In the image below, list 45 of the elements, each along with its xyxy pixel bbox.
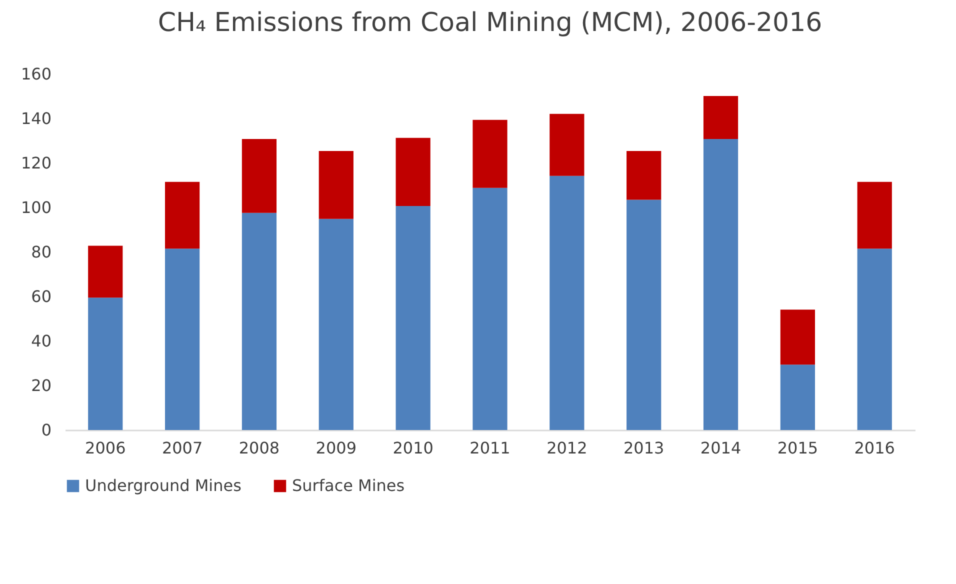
bar [703, 96, 738, 139]
legend-label: Surface Mines [292, 476, 405, 495]
y-tick-label: 100 [20, 198, 52, 217]
x-tick-label: 2012 [546, 438, 588, 458]
y-tick-label: 140 [20, 109, 52, 128]
bar [396, 138, 430, 206]
x-tick-label: 2008 [238, 438, 280, 458]
bar [550, 114, 584, 176]
bar [318, 150, 354, 219]
bar [703, 138, 738, 430]
x-tick-label: 2014 [700, 438, 742, 458]
y-tick-label: 0 [41, 420, 52, 440]
bar [242, 138, 277, 213]
bar [626, 200, 662, 430]
bar [318, 218, 354, 430]
y-tick-label: 40 [31, 332, 52, 350]
bar [165, 182, 200, 249]
y-tick-label: 60 [31, 287, 52, 306]
x-tick-label: 2009 [316, 438, 357, 458]
bar [472, 188, 508, 430]
bar [857, 182, 892, 249]
y-tick-label: 20 [31, 376, 52, 395]
x-tick-label: 2006 [85, 438, 126, 458]
x-tick-label: 2011 [470, 438, 510, 458]
bar [88, 298, 123, 430]
y-tick-label: 160 [20, 64, 52, 84]
x-tick-label: 2015 [777, 438, 818, 458]
chart-title: CH₄ Emissions from Coal Mining (MCM), 2006-2016 [158, 8, 822, 38]
bar [780, 364, 815, 430]
bar [165, 248, 200, 430]
y-tick-label: 80 [31, 242, 52, 262]
x-tick-label: 2010 [392, 438, 434, 458]
y-tick-label: 120 [20, 154, 52, 172]
bar [396, 206, 430, 430]
bar [472, 120, 508, 188]
x-tick-label: 2007 [162, 438, 203, 458]
bar [857, 248, 892, 430]
legend-label: Underground Mines [85, 476, 242, 495]
bar [242, 212, 277, 430]
bar [88, 246, 123, 298]
bar [626, 150, 662, 200]
x-tick-label: 2013 [623, 438, 664, 458]
bar [550, 176, 584, 430]
bar [780, 310, 815, 365]
x-tick-label: 2016 [854, 438, 895, 458]
